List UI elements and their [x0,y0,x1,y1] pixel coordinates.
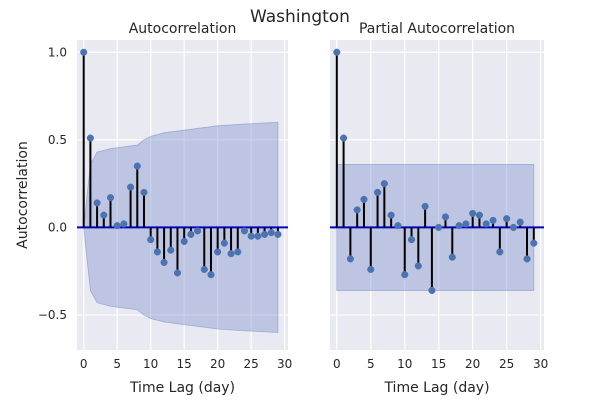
stem-marker [247,232,255,240]
stem-marker [394,222,402,230]
stem-marker [509,223,517,231]
stem-marker [469,209,477,217]
stem-marker [367,265,375,273]
stem-marker [167,246,175,254]
stem-marker [530,239,538,247]
stem-marker [173,269,182,277]
stem-marker [387,211,395,219]
stem-marker [346,255,354,263]
stem-marker [267,229,275,237]
stem-marker [187,230,195,238]
x-tick-label: 20 [465,357,480,371]
x-tick-label: 5 [367,357,375,371]
stem-marker [496,248,504,256]
stem-marker [407,236,416,244]
stem-marker [113,222,121,230]
panel-title: Autocorrelation [129,21,237,37]
stem-marker [428,286,436,295]
axes-background [330,40,544,350]
x-tick-label: 10 [397,357,412,371]
stem-marker [93,199,101,207]
stem-marker [360,195,368,203]
x-tick-label: 15 [177,357,192,371]
stem-marker [200,265,208,273]
stem-marker [80,48,88,56]
x-axis-label: Time Lag (day) [383,380,489,396]
x-tick-label: 15 [431,357,446,371]
x-tick-label: 0 [333,357,341,371]
x-tick-label: 30 [533,357,548,371]
stem-marker [234,248,242,256]
x-tick-label: 10 [143,357,158,371]
x-axis-label: Time Lag (day) [129,380,235,396]
autocorrelation-panel: Autocorrelation 0 5 10 15 20 25 30 1.0 0.5 0.0 −0.5… [15,21,292,396]
y-tick-label: 1.0 [48,45,67,59]
partial-autocorrelation-panel: Partial Autocorrelation 0 5 10 15 20 25 30 Time … [330,21,548,396]
stem-marker [482,220,490,228]
stem-marker [106,194,115,202]
stem-marker [374,188,382,196]
stem-marker [475,211,484,219]
stem-marker [207,271,215,279]
stem-marker [214,248,222,256]
stem-marker [489,216,497,224]
stem-marker [160,258,168,266]
stem-marker [100,211,108,219]
y-tick-label: 0.5 [48,133,67,147]
stem-marker [340,134,348,142]
x-tick-label: 20 [210,357,225,371]
y-tick-label: −0.5 [38,308,67,322]
stem-marker [120,220,128,228]
stem-marker [194,227,202,235]
stem-marker [180,237,188,245]
x-tick-label: 5 [113,357,121,371]
stem-marker [127,183,135,191]
stem-marker [380,180,388,188]
stem-marker [220,239,228,247]
stem-marker [455,222,463,230]
stem-marker [353,206,361,214]
stem-marker [523,255,531,263]
stem-marker [401,271,409,279]
x-tick-label: 25 [499,357,514,371]
x-tick-label: 25 [244,357,259,371]
stem-marker [503,215,511,223]
stem-marker [462,220,470,228]
stem-marker [414,262,422,270]
stem-marker [153,248,161,256]
stem-marker [261,230,269,238]
stem-marker [240,227,249,235]
stem-marker [147,236,155,244]
figure-suptitle: Washington [250,7,350,27]
x-tick-label: 30 [277,357,292,371]
stem-marker [140,188,148,196]
stem-marker [435,223,443,231]
stem-marker [86,134,94,142]
x-tick-label: 0 [80,357,88,371]
panel-title: Partial Autocorrelation [359,21,515,37]
stem-marker [227,250,235,258]
stem-marker [516,218,524,226]
y-axis-label: Autocorrelation [15,141,31,249]
stem-marker [441,213,450,221]
stem-marker [274,230,282,238]
stem-marker [254,232,262,240]
stem-marker [421,202,429,210]
stem-marker [333,48,341,56]
stem-marker [448,253,456,261]
stem-marker [133,162,141,170]
y-tick-label: 0.0 [48,220,67,234]
